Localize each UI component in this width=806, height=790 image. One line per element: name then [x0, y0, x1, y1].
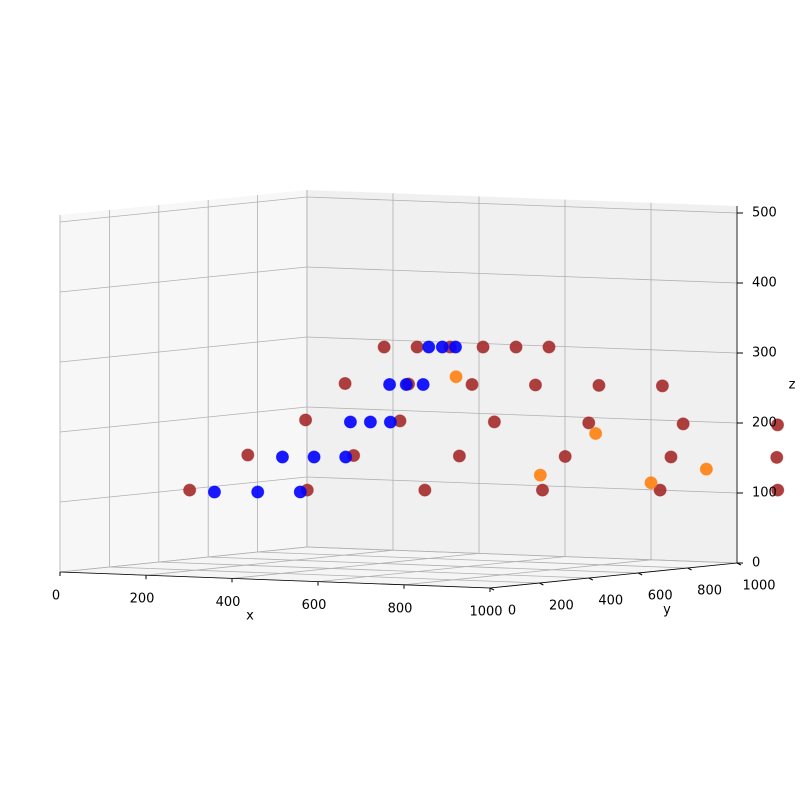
point [183, 483, 197, 497]
point [676, 417, 690, 431]
y-tick-label: 800 [697, 584, 722, 599]
grid-line [145, 549, 394, 576]
point [307, 450, 321, 464]
point [699, 462, 713, 476]
y-tick-label: 0 [508, 604, 516, 619]
point [509, 340, 523, 354]
grid-line [403, 559, 652, 586]
point [299, 413, 313, 427]
point [251, 485, 265, 499]
grid-line [208, 556, 639, 574]
y-axis-line [489, 562, 738, 589]
grid-line [231, 553, 480, 579]
point [644, 476, 658, 490]
point [363, 415, 377, 429]
point [771, 483, 785, 497]
point [410, 340, 424, 354]
point [770, 450, 784, 464]
x-tick-label: 200 [130, 592, 155, 607]
y-tick-label: 400 [598, 594, 623, 609]
point [465, 377, 479, 391]
point [416, 378, 430, 392]
grid-line [59, 406, 308, 433]
grid-line [59, 336, 308, 363]
point [558, 449, 572, 463]
point [476, 340, 490, 354]
point [655, 379, 669, 393]
grid-line [109, 566, 540, 584]
grid-line [317, 556, 566, 582]
point [435, 340, 449, 354]
grid-line [59, 546, 308, 573]
x-tick-label: 800 [388, 601, 413, 616]
point [241, 448, 255, 462]
x-axis-label: x [246, 609, 254, 624]
back-pane [307, 190, 737, 563]
point [664, 450, 678, 464]
grid-line [59, 196, 308, 223]
z-tick-label: 100 [752, 486, 777, 501]
y-tick-label: 200 [549, 599, 574, 614]
grid-line [306, 546, 738, 564]
point [339, 450, 353, 464]
axes [59, 190, 743, 592]
point [589, 426, 603, 440]
point [771, 418, 785, 432]
y-tick-label: 1000 [742, 579, 775, 594]
point [452, 449, 466, 463]
point [343, 415, 357, 429]
point [542, 340, 556, 354]
x-tick-label: 1000 [469, 605, 502, 620]
point [582, 416, 596, 430]
z-tick-label: 200 [752, 416, 777, 431]
point [377, 340, 391, 354]
x-tick-label: 600 [302, 598, 327, 613]
z-tick-label: 0 [752, 556, 760, 571]
point [487, 415, 501, 429]
z-tick-label: 500 [752, 206, 777, 221]
point [275, 450, 289, 464]
x-tick-label: 400 [216, 595, 241, 610]
point [535, 483, 549, 497]
point [207, 485, 221, 499]
point [383, 415, 397, 429]
point [399, 378, 413, 392]
point [422, 340, 436, 354]
z-axis-label: z [789, 378, 796, 393]
floor-pane [60, 547, 737, 588]
point [338, 377, 352, 391]
grid-line [306, 406, 738, 424]
grid-line [306, 196, 738, 214]
z-tick-label: 300 [752, 346, 777, 361]
grid-line [306, 266, 738, 284]
x-tick-label: 0 [52, 589, 60, 604]
point [449, 370, 463, 384]
point [293, 485, 307, 499]
point [533, 468, 547, 482]
grid-line [59, 266, 308, 293]
point [448, 340, 462, 354]
y-tick-label: 600 [648, 589, 673, 604]
point [418, 483, 432, 497]
point [592, 378, 606, 392]
left-pane [60, 190, 307, 572]
point [383, 377, 397, 391]
point [528, 378, 542, 392]
y-axis-label: y [663, 603, 671, 618]
point [653, 483, 667, 497]
grid-line [257, 551, 688, 569]
z-tick-label: 400 [752, 276, 777, 291]
grid-line [158, 561, 589, 579]
points [183, 340, 785, 499]
x-axis-line [59, 571, 491, 589]
